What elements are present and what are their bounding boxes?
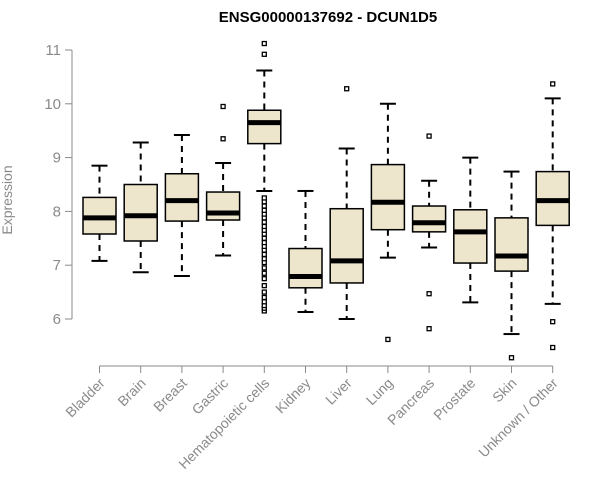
box-lung bbox=[370, 102, 406, 343]
box-iqr bbox=[370, 163, 406, 231]
y-tick-label: 11 bbox=[45, 42, 61, 59]
outlier-point bbox=[261, 270, 267, 276]
box-iqr bbox=[247, 109, 282, 145]
box-iqr bbox=[494, 217, 529, 272]
box-iqr bbox=[164, 172, 200, 222]
box-bladder bbox=[82, 164, 117, 262]
outlier-point bbox=[220, 136, 226, 142]
outlier-point bbox=[261, 251, 267, 258]
y-tick-label: 8 bbox=[53, 203, 61, 220]
box-kidney bbox=[288, 189, 323, 314]
outlier-point bbox=[550, 81, 556, 87]
outlier-point bbox=[508, 355, 515, 361]
x-tick-label: Bladder bbox=[62, 375, 108, 421]
outlier-point bbox=[261, 294, 267, 301]
outlier-point bbox=[385, 336, 391, 343]
x-tick-label: Lung bbox=[363, 375, 396, 408]
box-gastric bbox=[205, 103, 241, 257]
x-tick-label: Breast bbox=[150, 375, 190, 415]
box-iqr bbox=[411, 205, 447, 233]
outlier-point bbox=[261, 256, 267, 262]
outlier-point bbox=[261, 289, 267, 295]
outlier-point bbox=[426, 133, 432, 139]
outlier-point bbox=[261, 219, 267, 225]
box-iqr bbox=[453, 209, 488, 264]
boxes-group bbox=[82, 40, 570, 361]
outlier-point bbox=[550, 344, 556, 351]
box-hematopoietic-cells bbox=[247, 40, 282, 314]
outlier-point bbox=[261, 282, 267, 289]
outlier-point bbox=[261, 195, 267, 201]
box-pancreas bbox=[411, 133, 447, 332]
box-skin bbox=[494, 170, 529, 361]
box-iqr bbox=[205, 191, 241, 221]
chart-title: ENSG00000137692 - DCUN1D5 bbox=[219, 9, 437, 26]
x-tick-label: Brain bbox=[114, 375, 148, 409]
y-axis-label: Expression bbox=[0, 165, 15, 234]
y-tick-label: 9 bbox=[53, 150, 61, 167]
outlier-point bbox=[261, 207, 267, 213]
outlier-point bbox=[550, 319, 556, 325]
outlier-point bbox=[344, 86, 350, 92]
outlier-point bbox=[261, 203, 267, 209]
outlier-point bbox=[426, 326, 432, 332]
outlier-point bbox=[261, 40, 267, 47]
outlier-point bbox=[261, 265, 267, 271]
box-iqr bbox=[123, 183, 158, 242]
box-breast bbox=[164, 134, 200, 277]
y-axis: 6 7 8 9 10 11 bbox=[44, 42, 73, 328]
x-tick-label: Prostate bbox=[430, 375, 478, 423]
y-tick-label: 10 bbox=[44, 96, 61, 113]
outlier-point bbox=[261, 223, 267, 230]
box-unknown-other bbox=[535, 81, 570, 351]
x-tick-label: Kidney bbox=[272, 375, 314, 417]
outlier-point bbox=[261, 239, 267, 246]
y-tick-label: 6 bbox=[53, 311, 61, 328]
box-liver bbox=[329, 86, 364, 320]
outlier-point bbox=[261, 235, 267, 241]
box-prostate bbox=[453, 156, 488, 304]
outlier-point bbox=[261, 275, 267, 282]
outlier-point bbox=[261, 299, 267, 305]
y-tick-label: 7 bbox=[53, 257, 61, 274]
outlier-point bbox=[261, 51, 267, 57]
x-tick-label: Liver bbox=[322, 375, 355, 408]
x-tick-label: Skin bbox=[489, 375, 520, 406]
box-brain bbox=[123, 141, 158, 274]
outlier-point bbox=[220, 103, 226, 110]
box-iqr bbox=[329, 207, 364, 284]
box-iqr bbox=[288, 247, 323, 289]
outlier-point bbox=[426, 291, 432, 297]
